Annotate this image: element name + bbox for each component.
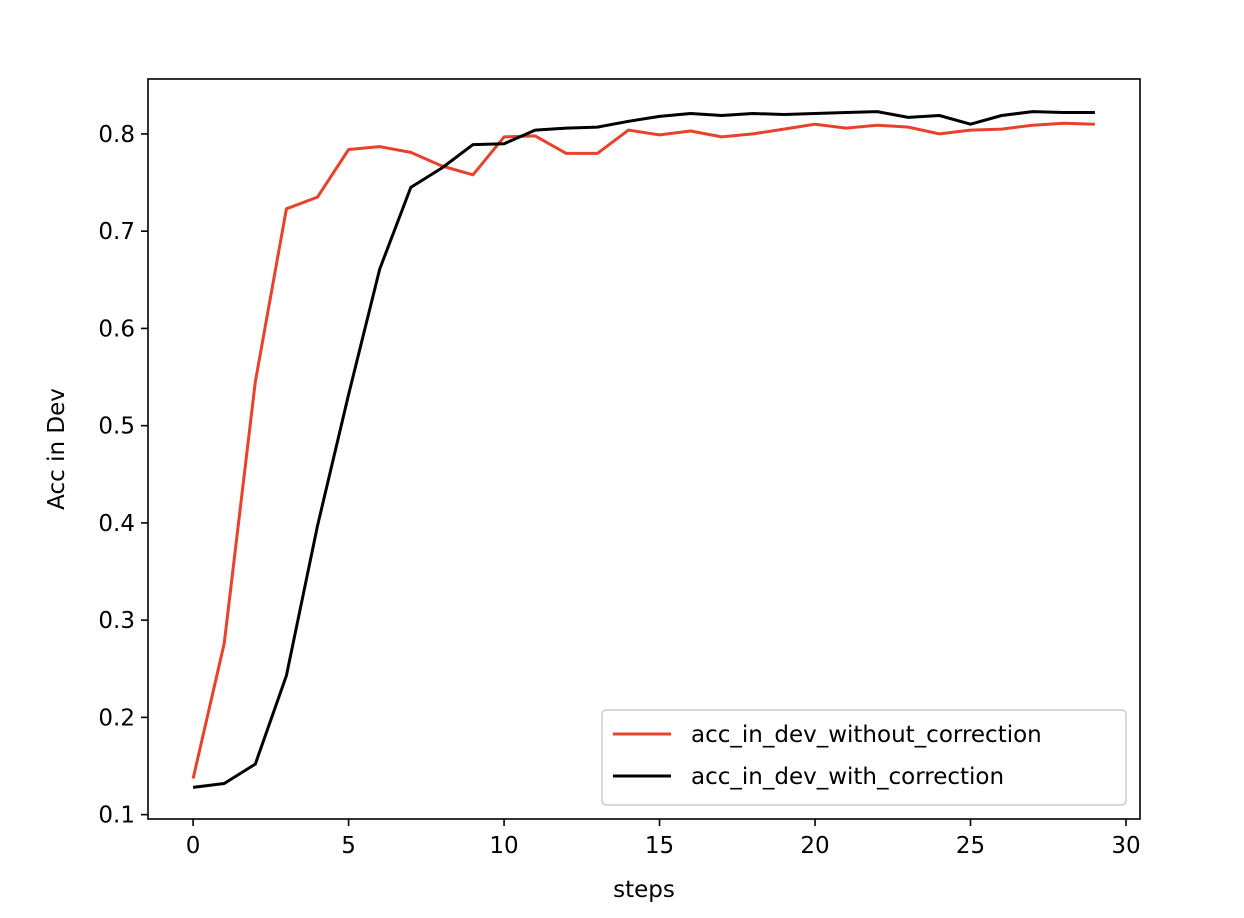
y-tick-label: 0.3 [98, 608, 135, 634]
x-tick-label: 20 [800, 833, 829, 859]
y-tick-label: 0.6 [98, 316, 135, 342]
y-axis: 0.1 0.2 0.3 0.4 0.5 0.6 0.7 0.8 [98, 122, 148, 829]
y-tick-label: 0.8 [98, 122, 135, 148]
plot-area [148, 79, 1140, 819]
legend-label-acc-in-dev-without-correction: acc_in_dev_without_correction [691, 722, 1042, 748]
x-tick-label: 25 [956, 833, 985, 859]
series-line-acc-in-dev-with-correction [192, 110, 1095, 789]
y-tick-label: 0.4 [98, 511, 135, 537]
y-tick-label: 0.1 [98, 803, 135, 829]
y-tick-label: 0.2 [98, 705, 135, 731]
series-line-acc-in-dev-without-correction [191, 121, 1095, 779]
y-axis-label: Acc in Dev [44, 388, 70, 510]
x-tick-label: 10 [489, 833, 518, 859]
x-tick-label: 5 [341, 833, 356, 859]
x-axis-label: steps [613, 877, 675, 903]
legend-box [601, 709, 1127, 806]
x-tick-label: 30 [1111, 833, 1140, 859]
legend: acc_in_dev_without_correction acc_in_dev_… [601, 709, 1127, 806]
x-tick-label: 0 [186, 833, 201, 859]
x-tick-label: 15 [645, 833, 674, 859]
x-axis: 0 5 10 15 20 25 30 [186, 819, 1141, 859]
plot-frame [147, 78, 1141, 820]
y-tick-label: 0.5 [98, 414, 135, 440]
legend-label-acc-in-dev-with-correction: acc_in_dev_with_correction [691, 764, 1004, 790]
series-layer [191, 110, 1095, 789]
y-tick-label: 0.7 [98, 219, 135, 245]
